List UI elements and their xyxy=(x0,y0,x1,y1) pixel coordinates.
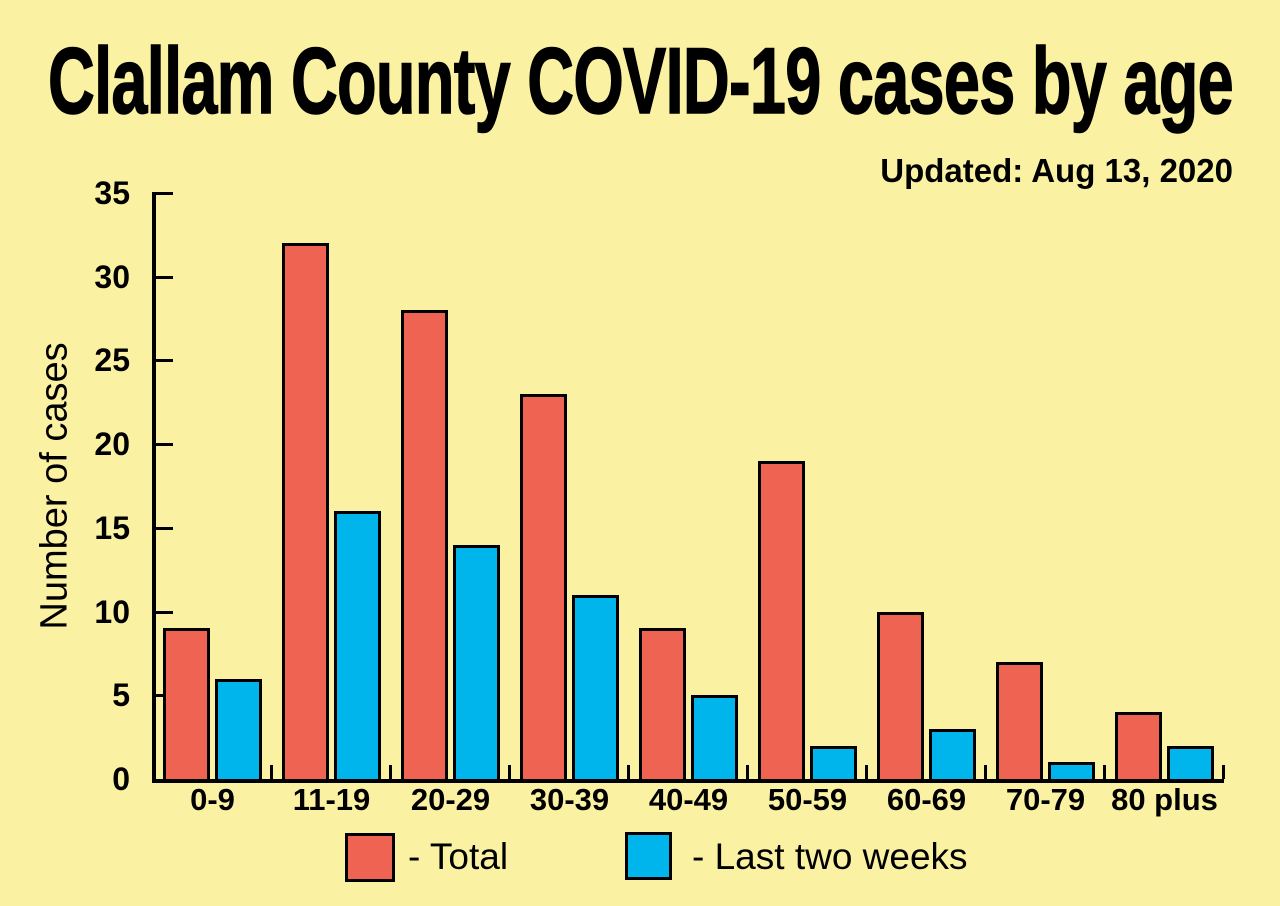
legend-swatch-total xyxy=(345,833,395,882)
y-tick-label-5: 5 xyxy=(112,677,130,713)
y-tick-mark-25 xyxy=(152,359,173,362)
bar-last-two-weeks-30-39 xyxy=(572,595,619,782)
bar-last-two-weeks-60-69 xyxy=(929,729,976,782)
bar-last-two-weeks-80-plus xyxy=(1167,746,1214,782)
bar-total-20-29 xyxy=(401,310,448,782)
x-category-label-30-39: 30-39 xyxy=(529,782,610,817)
x-boundary-tick-1 xyxy=(270,765,273,779)
y-tick-mark-35 xyxy=(152,192,173,195)
y-tick-label-0: 0 xyxy=(112,761,130,797)
x-category-label-60-69: 60-69 xyxy=(886,782,967,817)
bar-last-two-weeks-0-9 xyxy=(215,679,262,782)
bar-last-two-weeks-70-79 xyxy=(1048,762,1095,782)
y-tick-mark-30 xyxy=(152,276,173,279)
chart-title: Clallam County COVID-19 cases by age xyxy=(47,28,1234,133)
y-tick-label-30: 30 xyxy=(94,259,130,295)
y-axis-line xyxy=(152,193,156,783)
y-tick-mark-5 xyxy=(152,694,173,697)
y-tick-label-10: 10 xyxy=(94,594,130,630)
bar-total-40-49 xyxy=(639,628,686,782)
y-tick-label-35: 35 xyxy=(94,175,130,211)
x-category-label-80-plus: 80 plus xyxy=(1111,782,1218,817)
legend-swatch-last-two-weeks xyxy=(625,832,672,880)
x-boundary-tick-4 xyxy=(627,765,630,779)
x-boundary-tick-9 xyxy=(1222,765,1225,779)
bar-total-50-59 xyxy=(758,461,805,782)
y-tick-label-20: 20 xyxy=(94,426,130,462)
bar-last-two-weeks-20-29 xyxy=(453,545,500,782)
bar-total-30-39 xyxy=(520,394,567,782)
x-category-label-70-79: 70-79 xyxy=(1005,782,1086,817)
x-boundary-tick-2 xyxy=(389,765,392,779)
x-boundary-tick-6 xyxy=(865,765,868,779)
x-boundary-tick-7 xyxy=(984,765,987,779)
legend-label-last-two-weeks: - Last two weeks xyxy=(692,836,968,877)
y-tick-mark-10 xyxy=(152,611,173,614)
x-category-label-0-9: 0-9 xyxy=(190,782,235,817)
y-tick-mark-20 xyxy=(152,443,173,446)
x-axis-line xyxy=(152,779,1224,783)
legend-label-total: - Total xyxy=(408,836,509,877)
bar-last-two-weeks-50-59 xyxy=(810,746,857,782)
bar-total-0-9 xyxy=(163,628,210,782)
y-tick-mark-15 xyxy=(152,527,173,530)
x-boundary-tick-5 xyxy=(746,765,749,779)
x-category-label-11-19: 11-19 xyxy=(292,782,371,817)
x-boundary-tick-3 xyxy=(508,765,511,779)
y-axis-label: Number of cases xyxy=(33,342,76,630)
bar-total-70-79 xyxy=(996,662,1043,782)
bar-last-two-weeks-40-49 xyxy=(691,695,738,782)
bar-total-11-19 xyxy=(282,243,329,782)
bar-total-80-plus xyxy=(1115,712,1162,782)
bar-total-60-69 xyxy=(877,612,924,782)
x-category-label-50-59: 50-59 xyxy=(767,782,848,817)
x-boundary-tick-8 xyxy=(1103,765,1106,779)
bar-last-two-weeks-11-19 xyxy=(334,511,381,782)
x-category-label-20-29: 20-29 xyxy=(410,782,491,817)
y-tick-label-25: 25 xyxy=(94,342,130,378)
x-category-label-40-49: 40-49 xyxy=(648,782,729,817)
updated-date: Updated: Aug 13, 2020 xyxy=(880,152,1233,189)
y-tick-label-15: 15 xyxy=(94,510,130,546)
